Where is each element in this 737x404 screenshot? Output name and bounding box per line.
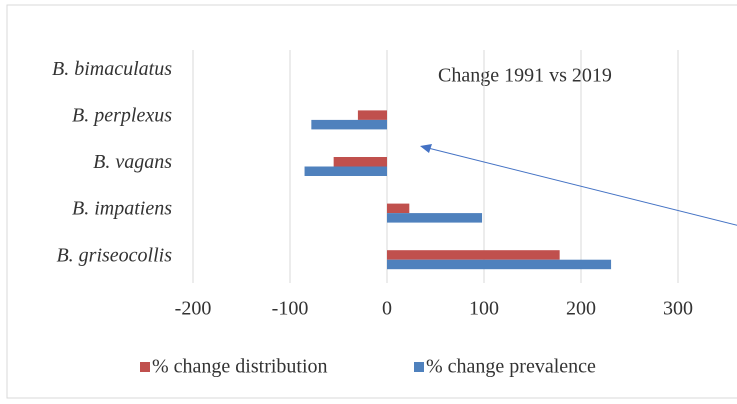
- x-tick-label: 100: [469, 298, 499, 320]
- x-tick-label: 0: [382, 298, 392, 320]
- y-tick-label: B. bimaculatus: [52, 58, 172, 80]
- legend-swatch: [140, 362, 150, 372]
- legend-swatch: [414, 362, 424, 372]
- bar: [311, 119, 387, 130]
- bar: [387, 250, 560, 260]
- bar: [357, 110, 387, 120]
- x-tick-label: 200: [566, 298, 596, 320]
- bar: [333, 157, 387, 167]
- chart-frame: [6, 4, 737, 399]
- annotation-arrow: [427, 147, 737, 226]
- y-tick-label: B. perplexus: [72, 104, 172, 126]
- x-tick-label: -100: [272, 298, 309, 320]
- x-tick-label: 300: [663, 298, 693, 320]
- bar: [387, 213, 483, 223]
- y-tick-label: B. griseocollis: [56, 244, 172, 266]
- legend-label: % change prevalence: [426, 356, 596, 378]
- bar: [387, 203, 410, 214]
- bar: [304, 166, 387, 176]
- arrow-head: [420, 144, 432, 153]
- y-tick-label: B. vagans: [93, 151, 172, 173]
- legend-label: % change distribution: [152, 356, 328, 378]
- bar: [387, 259, 612, 270]
- x-tick-label: -200: [175, 298, 212, 320]
- chart-title: Change 1991 vs 2019: [438, 65, 612, 87]
- y-tick-label: B. impatiens: [72, 198, 172, 220]
